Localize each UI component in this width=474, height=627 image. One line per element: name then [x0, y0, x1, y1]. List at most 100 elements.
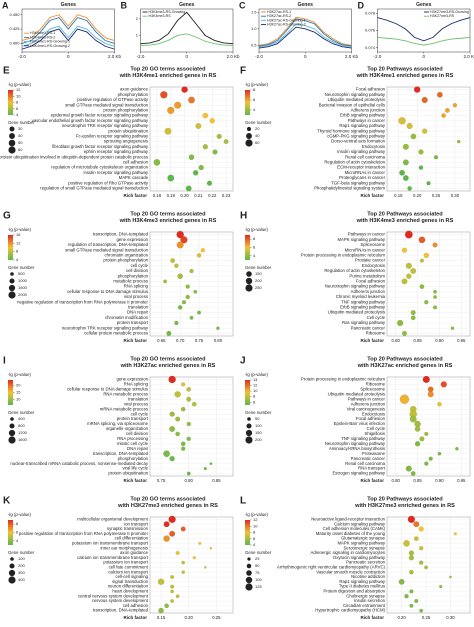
- x-tick-label: 0.19: [167, 193, 176, 198]
- dot: [170, 258, 176, 263]
- size-legend-label: 200: [255, 278, 262, 283]
- term-label: nuclear-transcribed mRNA catabolic proce…: [10, 461, 148, 466]
- color-bar: [8, 90, 13, 115]
- term-label: Neurotrophin signaling pathway: [325, 284, 386, 289]
- dot: [409, 569, 414, 575]
- dot: [180, 441, 186, 447]
- dot: [418, 165, 424, 170]
- dot: [403, 175, 409, 181]
- size-legend-title: Gene number: [8, 265, 35, 270]
- x-tick-label: 0.15: [394, 193, 403, 198]
- dot: [444, 107, 450, 113]
- color-tick-label: 6: [253, 399, 256, 404]
- dot: [170, 575, 175, 579]
- x-tick-label: 0.25: [422, 615, 431, 620]
- y-tick-label: 1: [136, 33, 139, 38]
- size-legend-label: 60: [255, 140, 260, 145]
- term-label: ion transport: [124, 521, 149, 526]
- plot-frame: [386, 86, 471, 192]
- dot: [436, 91, 443, 98]
- dot: [175, 594, 180, 599]
- term-label: mitotic cell cycle: [117, 441, 149, 446]
- term-label: Spliceosome: [360, 242, 385, 247]
- panel-letter: A: [2, 0, 9, 10]
- dot: [403, 540, 410, 547]
- dot: [413, 536, 419, 541]
- size-legend-dot: [246, 423, 252, 429]
- size-legend-dot: [10, 417, 14, 421]
- term-label: RNA splicing: [124, 284, 149, 289]
- legend-label: H3K4me1-RS-Growing-2: [30, 44, 70, 48]
- panel-title: with H3K4me1 enriched genes in RS: [119, 73, 217, 79]
- panel-title: with H3K4me1 enriched genes in RS: [356, 73, 454, 79]
- term-label: Pathways in cancer: [348, 396, 386, 401]
- term-label: Renal cell carcinoma: [345, 154, 385, 159]
- color-tick-label: 15: [16, 390, 21, 395]
- dot: [433, 295, 437, 299]
- x-tick-label: -2.0: [137, 54, 145, 59]
- color-tick-label: 10: [16, 397, 21, 402]
- dot: [408, 550, 415, 556]
- dot: [175, 416, 181, 422]
- legend-label: H3K27ac-RS-2: [267, 14, 291, 18]
- term-label: Fc-epsilon receptor signaling pathway: [76, 134, 149, 139]
- dot: [427, 391, 434, 398]
- dot: [437, 401, 442, 407]
- dot: [176, 241, 184, 249]
- dot: [160, 91, 168, 99]
- dot: [185, 185, 192, 192]
- dot: [188, 96, 195, 104]
- legend-label: H3K4me3-RS: [149, 14, 172, 18]
- dot: [424, 300, 429, 305]
- term-label: Neuroactive ligand-receptor interaction: [311, 517, 385, 522]
- term-label: Cell adhesion molecules (CAMs): [323, 526, 386, 531]
- term-label: cell division: [126, 268, 149, 273]
- term-label: protein ubiquitination: [108, 471, 148, 476]
- dot: [422, 375, 430, 383]
- dot: [401, 330, 407, 336]
- term-label: multicellular organismal development: [77, 517, 148, 522]
- term-label: epidermal growth factor receptor signali…: [51, 113, 149, 118]
- term-label: Viral carcinogenesis: [347, 406, 385, 411]
- color-tick-label: 6: [16, 530, 19, 535]
- size-legend-dot: [9, 133, 15, 139]
- dot: [169, 530, 176, 537]
- color-tick-label: 8: [253, 236, 256, 241]
- dot: [410, 268, 417, 274]
- dot: [200, 248, 205, 253]
- legend-label: H3K27ac-RS-1: [267, 10, 291, 14]
- panel-title: with H3K27me3 enriched genes in RS: [117, 503, 218, 509]
- color-legend-title: -lg (p-value): [8, 82, 31, 87]
- term-label: translation: [128, 396, 148, 401]
- color-bar: [245, 520, 250, 545]
- size-legend-dot: [245, 436, 253, 444]
- term-label: small GTPase mediated signal transductio…: [65, 247, 148, 252]
- dot: [421, 96, 428, 104]
- color-tick-label: 10: [16, 93, 21, 98]
- x-tick-label: 0.80: [185, 478, 194, 483]
- size-legend-title: Gene number: [8, 120, 35, 125]
- dot: [174, 320, 179, 326]
- term-label: Type II diabetes mellitus: [339, 584, 385, 589]
- size-legend-label: 40: [18, 133, 23, 138]
- color-tick-label: 6: [253, 245, 256, 250]
- term-label: viral process: [124, 401, 148, 406]
- dot: [419, 284, 425, 289]
- term-label: Oxytocin signaling pathway: [333, 555, 386, 560]
- term-label: Insulin secretion: [354, 598, 386, 603]
- term-label: chromatin organization: [105, 253, 149, 258]
- legend-label: H3K4me1-RS-Growing-1: [30, 40, 70, 44]
- color-legend-title: -lg (p-value): [8, 372, 31, 377]
- term-label: neurotrophin TRK receptor signaling path…: [62, 325, 149, 330]
- color-legend-title: -lg (p-value): [8, 512, 31, 517]
- x-tick-label: 0.20: [397, 615, 406, 620]
- dot: [195, 123, 202, 129]
- y-tick-label: 2: [136, 16, 139, 21]
- dot: [419, 546, 424, 551]
- size-legend-label: 100: [255, 423, 262, 428]
- term-label: phosphorylation: [118, 456, 149, 461]
- legend-label: H3K4me1-RS-1: [30, 31, 55, 35]
- x-tick-label: 0.85: [212, 478, 221, 483]
- x-tick-label: 0.85: [413, 478, 422, 483]
- x-tick-label: 0.75: [157, 478, 166, 483]
